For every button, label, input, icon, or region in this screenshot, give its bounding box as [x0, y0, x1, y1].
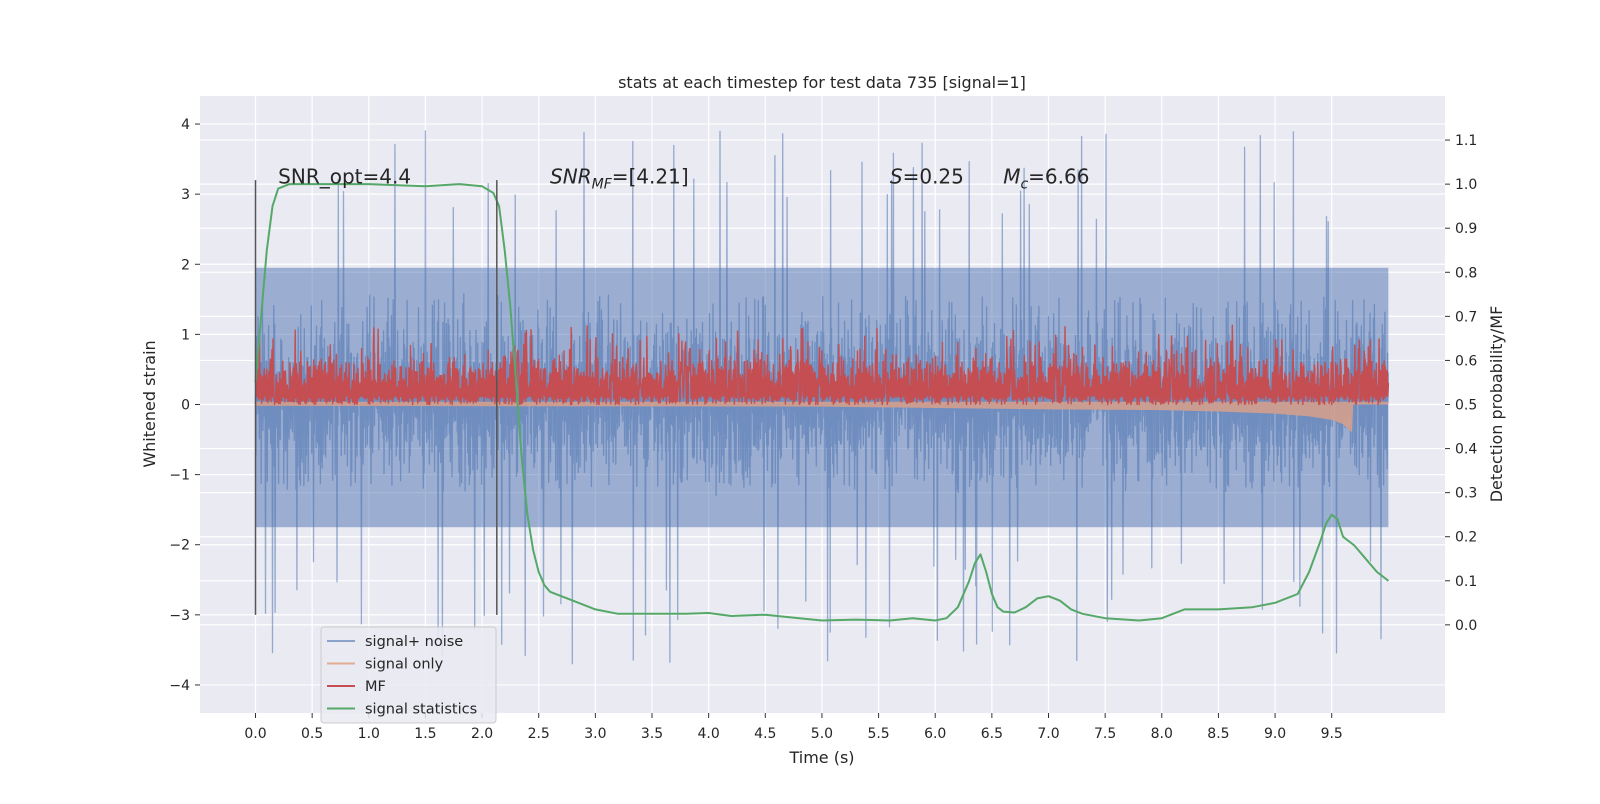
- y-right-tick-label: 0.7: [1455, 309, 1477, 325]
- y-right-tick-label: 0.4: [1455, 442, 1477, 458]
- chart-title: stats at each timestep for test data 735…: [618, 73, 1026, 92]
- y-right-tick-label: 0.3: [1455, 486, 1477, 502]
- y-left-tick-label: 0: [181, 398, 190, 414]
- x-tick-label: 5.0: [811, 726, 833, 742]
- series-mf: [254, 324, 1390, 406]
- legend: signal+ noise signal only MF signal statist…: [320, 626, 497, 724]
- y-right-tick-label: 0.8: [1455, 265, 1477, 281]
- y-left-tick-label: −2: [169, 538, 190, 554]
- y-left-tick-label: −1: [169, 468, 190, 484]
- y-right-tick-label: 0.1: [1455, 574, 1477, 590]
- x-tick-label: 6.0: [924, 726, 946, 742]
- tick-layer: 0.0 0.5 1.0 1.5 2.0 2.5 3.0 3.5 4.0 4.5 5.0 5.5 6.0 6…: [169, 117, 1477, 742]
- x-tick-label: 4.0: [698, 726, 720, 742]
- x-tick-label: 8.5: [1207, 726, 1229, 742]
- y-left-tick-label: −4: [169, 678, 190, 694]
- x-tick-label: 0.5: [301, 726, 323, 742]
- x-tick-label: 2.0: [471, 726, 493, 742]
- x-tick-label: 2.5: [528, 726, 550, 742]
- y-right-tick-label: 0.5: [1455, 398, 1477, 414]
- x-tick-label: 0.0: [244, 726, 266, 742]
- x-tick-label: 3.5: [641, 726, 663, 742]
- x-tick-label: 8.0: [1151, 726, 1173, 742]
- y-left-tick-label: 4: [181, 117, 190, 133]
- y-right-axis-label: Detection probability/MF: [1487, 306, 1506, 503]
- x-tick-label: 4.5: [754, 726, 776, 742]
- x-tick-label: 1.0: [358, 726, 380, 742]
- annotation-snr-mf: SNRMF=[4.21]: [550, 165, 689, 193]
- y-right-tick-label: 1.1: [1455, 133, 1477, 149]
- y-right-tick-label: 0.6: [1455, 353, 1477, 369]
- y-right-tick-label: 0.0: [1455, 618, 1477, 634]
- y-right-tick-label: 1.0: [1455, 177, 1477, 193]
- x-axis-label: Time (s): [788, 748, 854, 767]
- y-left-tick-label: 2: [181, 257, 190, 273]
- annotation-mc-param: Mc=6.66: [1003, 165, 1089, 193]
- y-right-tick-label: 0.9: [1455, 221, 1477, 237]
- y-left-tick-label: 1: [181, 327, 190, 343]
- y-left-tick-label: 3: [181, 187, 190, 203]
- series-signal-statistics: [254, 183, 1390, 622]
- x-tick-label: 6.5: [981, 726, 1003, 742]
- y-left-axis-label: Whitened strain: [140, 340, 159, 467]
- annotation-snr-opt: SNR_opt=4.4: [278, 165, 411, 189]
- legend-label: MF: [365, 679, 386, 695]
- legend-label: signal only: [365, 657, 444, 673]
- series-signal-only: [255, 401, 1389, 433]
- legend-label: signal+ noise: [365, 634, 463, 650]
- x-tick-label: 9.5: [1321, 726, 1343, 742]
- annotation-s-param: S=0.25: [890, 165, 964, 189]
- x-tick-label: 3.0: [584, 726, 606, 742]
- legend-label: signal statistics: [365, 702, 477, 718]
- x-tick-label: 7.0: [1037, 726, 1059, 742]
- x-tick-label: 1.5: [414, 726, 436, 742]
- x-tick-label: 7.5: [1094, 726, 1116, 742]
- x-tick-label: 9.0: [1264, 726, 1286, 742]
- y-right-tick-label: 0.2: [1455, 530, 1477, 546]
- y-left-tick-label: −3: [169, 608, 190, 624]
- x-tick-label: 5.5: [867, 726, 889, 742]
- series-layer: [254, 130, 1390, 665]
- legend-box: [320, 626, 497, 724]
- annotation-layer: SNR_opt=4.4 SNRMF=[4.21] S=0.25 Mc=6.66: [278, 165, 1089, 193]
- marker-layer: [254, 180, 498, 615]
